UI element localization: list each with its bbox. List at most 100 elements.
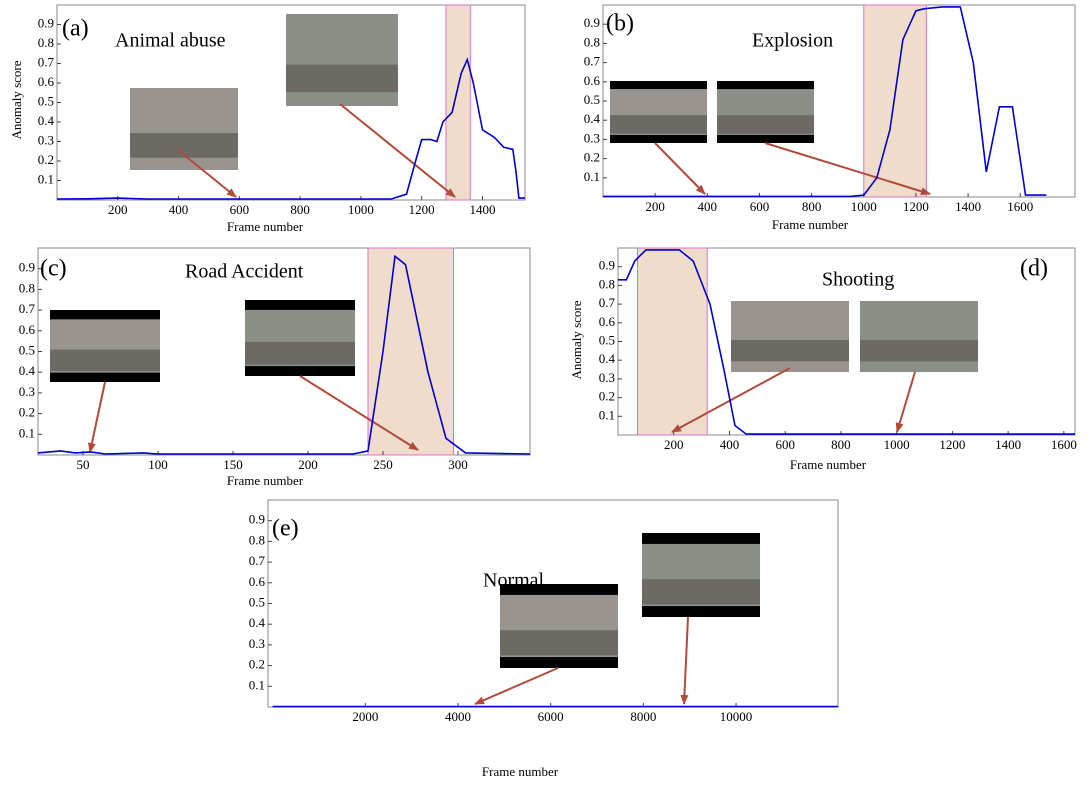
thumbnail-band: [245, 300, 355, 310]
y-tick-label: 0.5: [599, 332, 615, 347]
ground-truth-region: [446, 5, 470, 200]
x-tick-label: 4000: [445, 709, 471, 724]
x-tick-label: 200: [108, 202, 128, 217]
y-tick-label: 0.5: [584, 92, 600, 107]
x-tick-label: 50: [77, 457, 90, 472]
thumbnail-band: [50, 310, 160, 319]
y-axis-label: Anomaly score: [9, 60, 24, 139]
y-tick-label: 0.6: [584, 73, 601, 88]
x-tick-label: 1200: [903, 199, 929, 214]
y-tick-label: 0.1: [19, 425, 35, 440]
thumbnail-band: [717, 81, 814, 89]
y-tick-label: 0.4: [19, 363, 36, 378]
y-tick-label: 0.2: [38, 152, 54, 167]
thumbnail-scene: [245, 342, 355, 365]
panel-label: (c): [40, 256, 67, 282]
y-tick-label: 0.1: [249, 677, 265, 692]
y-tick-label: 0.8: [38, 35, 54, 50]
thumbnail: [860, 301, 978, 372]
x-tick-label: 600: [230, 202, 250, 217]
y-tick-label: 0.9: [584, 15, 600, 30]
y-tick-label: 0.2: [599, 389, 615, 404]
x-tick-label: 300: [448, 457, 468, 472]
thumbnail-band: [500, 657, 618, 668]
y-tick-label: 0.2: [19, 405, 35, 420]
y-tick-label: 0.1: [599, 407, 615, 422]
y-tick-label: 0.6: [249, 574, 266, 589]
ground-truth-region: [864, 5, 927, 197]
thumbnail-scene: [610, 115, 707, 134]
x-axis-label: Frame number: [227, 473, 304, 488]
x-tick-label: 200: [664, 437, 684, 452]
x-tick-label: 2000: [352, 709, 378, 724]
x-axis-label: Frame number: [772, 217, 849, 232]
y-tick-label: 0.5: [249, 594, 265, 609]
thumbnail-band: [642, 606, 760, 617]
chart-title: Road Accident: [185, 261, 304, 283]
x-tick-label: 1200: [939, 437, 965, 452]
panel-label: (e): [272, 516, 299, 542]
thumbnail: [245, 300, 355, 376]
chart-title: Animal abuse: [115, 30, 226, 52]
x-tick-label: 250: [373, 457, 393, 472]
thumbnail-band: [642, 533, 760, 544]
x-tick-label: 6000: [538, 709, 564, 724]
x-tick-label: 400: [698, 199, 718, 214]
x-axis-label: Frame number: [790, 457, 867, 472]
chart-title: Normal: [483, 570, 545, 592]
thumbnail-scene: [286, 65, 398, 93]
y-tick-label: 0.7: [249, 553, 266, 568]
y-tick-label: 0.6: [19, 322, 36, 337]
x-tick-label: 800: [831, 437, 851, 452]
y-tick-label: 0.8: [584, 34, 600, 49]
y-tick-label: 0.7: [19, 301, 36, 316]
y-tick-label: 0.3: [19, 384, 35, 399]
y-tick-label: 0.9: [249, 512, 265, 527]
y-tick-label: 0.3: [599, 370, 615, 385]
y-tick-label: 0.9: [19, 260, 35, 275]
y-tick-label: 0.8: [599, 276, 615, 291]
y-axis-label: Anomaly score: [569, 300, 584, 379]
x-tick-label: 800: [802, 199, 822, 214]
y-tick-label: 0.6: [599, 314, 616, 329]
x-tick-label: 1400: [995, 437, 1021, 452]
thumbnail-band: [717, 135, 814, 143]
chart-title: Explosion: [752, 30, 833, 52]
panel-label: (a): [62, 16, 89, 42]
thumbnail-scene: [860, 340, 978, 361]
x-tick-label: 600: [750, 199, 770, 214]
thumbnail-band: [245, 366, 355, 376]
ground-truth-region: [368, 248, 454, 455]
x-tick-label: 1200: [409, 202, 435, 217]
ground-truth-region: [638, 248, 708, 435]
y-tick-label: 0.4: [38, 113, 55, 128]
x-tick-label: 150: [223, 457, 243, 472]
x-tick-label: 800: [290, 202, 310, 217]
x-tick-label: 10000: [720, 709, 753, 724]
y-tick-label: 0.6: [38, 74, 55, 89]
chart-title: Shooting: [822, 269, 894, 291]
figure: 0.1 0.2 0.3 0.4 0.5 0.6 0.7 0.8 0.9 200 400 600 800 1…: [0, 0, 1091, 782]
y-tick-label: 0.3: [249, 636, 265, 651]
y-tick-label: 0.4: [584, 111, 601, 126]
thumbnail-band: [610, 135, 707, 143]
y-tick-label: 0.9: [599, 258, 615, 273]
y-tick-label: 0.2: [249, 657, 265, 672]
x-tick-label: 1400: [955, 199, 981, 214]
x-tick-label: 8000: [630, 709, 656, 724]
x-tick-label: 1400: [469, 202, 495, 217]
y-tick-label: 0.4: [599, 351, 616, 366]
x-tick-label: 200: [298, 457, 318, 472]
panel-label: (d): [1020, 256, 1048, 282]
thumbnail-band: [50, 373, 160, 382]
thumbnail-band: [610, 81, 707, 89]
x-tick-label: 1000: [884, 437, 910, 452]
y-tick-label: 0.4: [249, 615, 266, 630]
thumbnail-scene: [731, 340, 849, 361]
thumbnail-scene: [500, 630, 618, 655]
x-tick-label: 400: [720, 437, 740, 452]
x-tick-label: 600: [775, 437, 795, 452]
x-tick-label: 1600: [1051, 437, 1077, 452]
thumbnail-scene: [50, 350, 160, 372]
y-tick-label: 0.1: [38, 171, 54, 186]
